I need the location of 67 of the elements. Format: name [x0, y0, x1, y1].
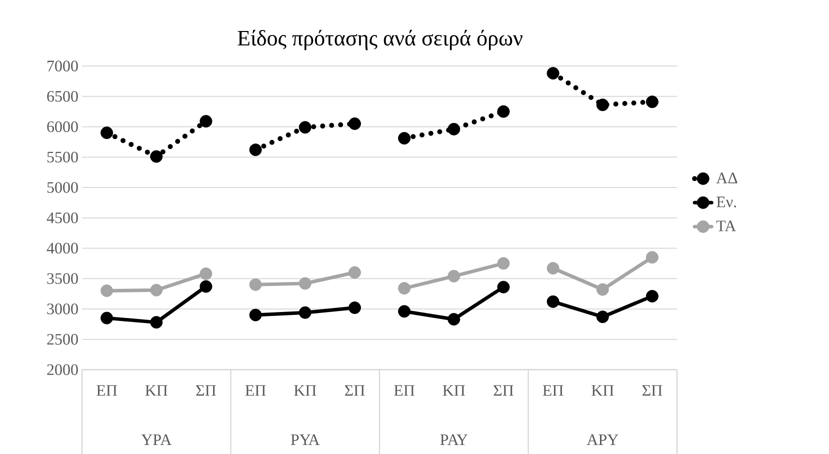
point [100, 126, 114, 140]
point [646, 290, 658, 302]
point [596, 283, 609, 296]
x-tick-label: ΣΠ [196, 385, 216, 396]
x-tick-label: ΕΠ [96, 385, 118, 396]
point [596, 98, 609, 112]
y-tick-label: 6000 [47, 121, 78, 132]
point [298, 277, 312, 290]
point [646, 96, 658, 108]
point [298, 306, 312, 319]
legend-label: ΑΔ [716, 172, 738, 184]
point [398, 305, 411, 318]
point [497, 105, 510, 118]
x-tick-label: ΣΠ [344, 385, 365, 396]
text: ΑΡΥ [586, 434, 618, 445]
point [200, 267, 212, 280]
x-tick-label: ΕΠ [245, 385, 266, 396]
y-tick-label: 3000 [47, 304, 78, 314]
x-tick-label: ΕΠ [394, 385, 415, 396]
point [596, 310, 609, 324]
point [249, 278, 262, 291]
y-tick-label: 7000 [48, 60, 78, 72]
point [150, 150, 163, 163]
point [646, 251, 658, 264]
text: ΡΥΑ [290, 434, 320, 445]
point [348, 301, 361, 314]
point [348, 266, 361, 279]
point [497, 257, 510, 270]
point [150, 316, 163, 329]
y-tick-label: 4500 [46, 212, 78, 224]
x-tick-label: ΚΠ [592, 385, 614, 396]
point [448, 270, 460, 282]
x-tick-label: ΚΠ [442, 385, 465, 396]
point [398, 132, 411, 145]
chart-title: Είδος πρότασης ανά σειρά όρων [238, 30, 522, 50]
legend-label: ΤΑ [716, 220, 736, 232]
x-tick-label: ΣΠ [494, 385, 514, 396]
point [546, 262, 560, 274]
point [249, 144, 262, 156]
y-tick-label: 4000 [46, 242, 78, 254]
point [448, 313, 460, 326]
x-tick-label: ΕΠ [542, 385, 564, 396]
point [448, 122, 460, 136]
y-tick-label: 5500 [47, 152, 78, 162]
y-tick-label: 3500 [47, 273, 78, 284]
point [298, 121, 312, 134]
legend-label: Εν. [716, 196, 736, 208]
point [546, 295, 560, 308]
y-tick-label: 6500 [47, 90, 78, 102]
text: ΡΑΥ [440, 434, 468, 445]
y-tick-label: 2000 [47, 364, 78, 376]
point [200, 115, 212, 128]
point [398, 282, 411, 295]
y-tick-label: 2500 [47, 334, 78, 345]
point [150, 284, 163, 296]
point [249, 308, 262, 322]
x-tick-label: ΣΠ [642, 385, 662, 396]
point [200, 280, 212, 293]
point [546, 67, 560, 80]
point [100, 284, 114, 297]
point [497, 280, 510, 294]
x-tick-label: ΚΠ [145, 385, 168, 396]
point [348, 117, 361, 130]
x-tick-label: ΚΠ [294, 385, 316, 396]
text: ΥΡΑ [141, 434, 172, 445]
y-tick-label: 5000 [47, 182, 78, 193]
point [100, 312, 114, 324]
